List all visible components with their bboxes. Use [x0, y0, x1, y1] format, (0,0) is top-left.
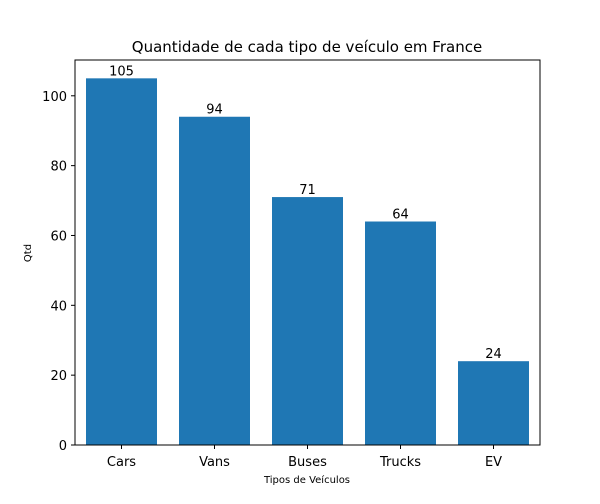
- y-tick-label: 60: [50, 229, 67, 244]
- y-tick-label: 80: [50, 160, 67, 175]
- bar-ev: [458, 361, 529, 445]
- x-tick-label-trucks: Trucks: [379, 455, 421, 470]
- plot-frame: [74, 59, 541, 446]
- x-tick-label-ev: EV: [485, 455, 502, 470]
- y-axis: 0 20 40 60 80 100: [42, 90, 75, 454]
- bar-cars: [86, 78, 157, 445]
- x-axis-label: Tipos de Veículos: [263, 474, 350, 486]
- data-label-trucks: 64: [392, 208, 409, 223]
- x-tick-label-cars: Cars: [107, 455, 136, 470]
- x-axis: Cars Vans Buses Trucks EV: [107, 445, 502, 470]
- y-tick-label: 0: [59, 439, 67, 454]
- y-axis-label: Qtd: [23, 244, 34, 262]
- chart-title: Quantidade de cada tipo de veículo em Fr…: [132, 38, 482, 56]
- x-tick-label-vans: Vans: [199, 455, 230, 470]
- data-label-vans: 94: [206, 103, 223, 118]
- data-label-cars: 105: [109, 64, 134, 79]
- bar-vans: [179, 116, 250, 445]
- bar-buses: [272, 197, 343, 445]
- data-label-buses: 71: [299, 183, 316, 198]
- data-label-ev: 24: [485, 347, 502, 362]
- y-tick-label: 20: [50, 369, 67, 384]
- bars-layer: 105 94 71 64 24: [86, 64, 529, 445]
- y-tick-label: 40: [50, 299, 67, 314]
- bar-trucks: [365, 221, 436, 445]
- y-tick-label: 100: [42, 90, 67, 105]
- x-tick-label-buses: Buses: [288, 455, 327, 470]
